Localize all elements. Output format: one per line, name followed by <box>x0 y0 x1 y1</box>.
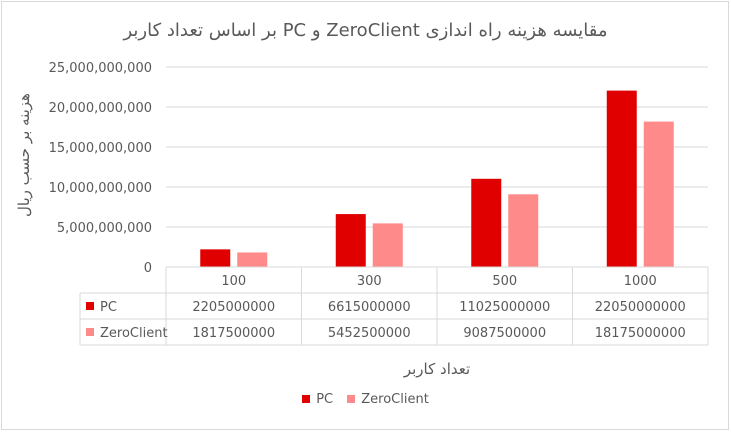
data-table-cell: 11025000000 <box>459 300 550 315</box>
bar-pc-1000 <box>606 90 637 267</box>
x-tick-label: 100 <box>221 274 246 289</box>
data-table-cell: 22050000000 <box>595 300 686 315</box>
legend-label-pc: PC <box>316 392 334 407</box>
x-tick-label: 1000 <box>624 274 657 289</box>
y-tick-label: 20,000,000,000 <box>49 101 152 116</box>
legend-item-zeroclient: ZeroClient <box>347 392 429 407</box>
x-tick-label: 500 <box>492 274 517 289</box>
legend-swatch-zeroclient <box>347 394 356 403</box>
y-tick-label: 0 <box>144 261 152 276</box>
legend-item-pc: PC <box>302 392 333 407</box>
y-tick-label: 10,000,000,000 <box>49 181 152 196</box>
data-table-cell: 5452500000 <box>328 326 411 341</box>
data-table-series-label: PC <box>100 300 117 315</box>
bar-zeroclient-300 <box>372 223 403 267</box>
y-tick-label: 5,000,000,000 <box>57 221 152 236</box>
data-table-cell: 18175000000 <box>595 326 686 341</box>
bar-pc-100 <box>200 249 231 267</box>
y-tick-label: 25,000,000,000 <box>49 61 152 76</box>
data-table-cell: 2205000000 <box>192 300 275 315</box>
chart-title: مقایسه هزینه راه اندازی ZeroClient و PC … <box>123 20 608 41</box>
bar-pc-300 <box>335 214 366 267</box>
y-tick-label: 15,000,000,000 <box>49 141 152 156</box>
bar-zeroclient-500 <box>508 194 539 267</box>
data-table-series-label: ZeroClient <box>100 326 168 341</box>
data-table-key-pc <box>86 302 94 310</box>
data-table-cell: 6615000000 <box>328 300 411 315</box>
bar-zeroclient-1000 <box>643 121 674 267</box>
legend-swatch-pc <box>302 394 311 403</box>
data-table-cell: 1817500000 <box>192 326 275 341</box>
bar-zeroclient-100 <box>237 252 268 267</box>
x-tick-label: 300 <box>357 274 382 289</box>
bar-pc-500 <box>471 178 502 267</box>
legend-label-zeroclient: ZeroClient <box>361 392 429 407</box>
data-table-cell: 9087500000 <box>463 326 546 341</box>
legend: PC ZeroClient <box>0 392 731 407</box>
data-table-key-zeroclient <box>86 328 94 336</box>
x-axis-title: تعداد کاربر <box>403 360 471 378</box>
